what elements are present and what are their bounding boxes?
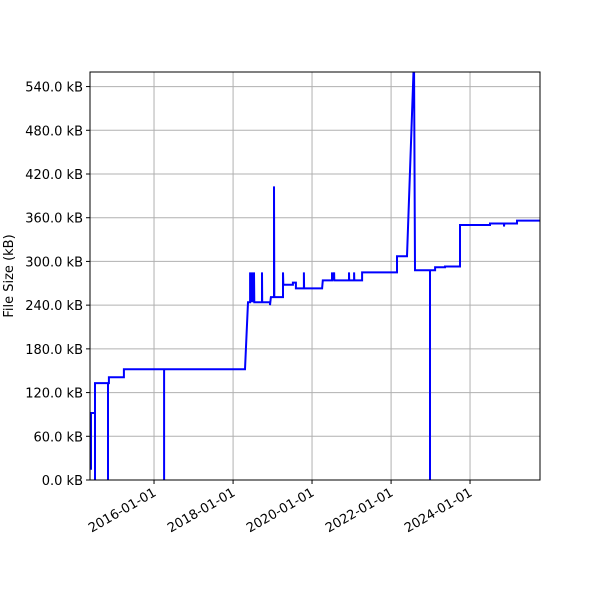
series-line [90, 72, 540, 480]
y-tick-label: 300.0 kB [25, 255, 83, 270]
y-axis-label: File Size (kB) [2, 234, 17, 317]
y-tick-label: 240.0 kB [25, 299, 83, 314]
plot-frame [89, 71, 541, 481]
y-tick-label: 360.0 kB [25, 212, 83, 227]
y-tick-label: 0.0 kB [42, 474, 83, 489]
y-tick-label: 480.0 kB [25, 124, 83, 139]
y-tick-label: 60.0 kB [33, 430, 83, 445]
y-tick-label: 420.0 kB [25, 168, 83, 183]
y-tick-label: 180.0 kB [25, 343, 83, 358]
y-tick-label: 120.0 kB [25, 387, 83, 402]
y-tick-label: 540.0 kB [25, 81, 83, 96]
